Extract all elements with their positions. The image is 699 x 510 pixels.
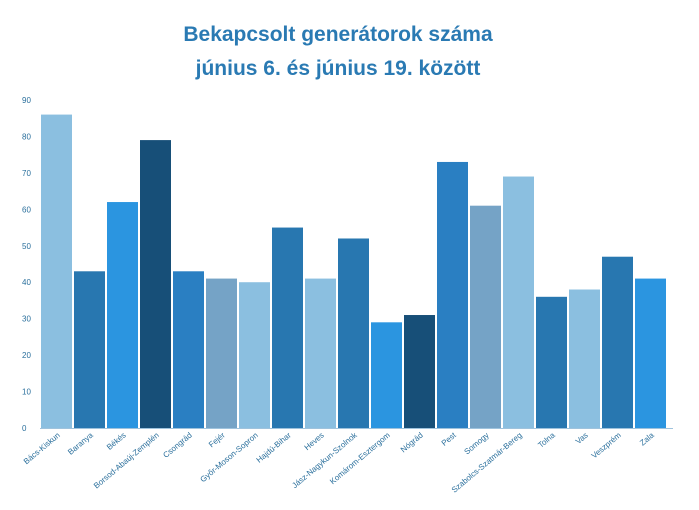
bar-b-cs-kiskun [41, 114, 72, 429]
bar-fej-r [206, 278, 237, 428]
x-tick-label: Pest [440, 430, 459, 448]
bar-somogy [470, 205, 501, 428]
x-tick-label: Veszprém [590, 430, 623, 460]
x-tick-label: Nógrád [399, 431, 425, 455]
bar-heves [305, 278, 336, 428]
bar-baranya [74, 271, 105, 428]
bar-n-gr-d [404, 315, 435, 428]
x-tick-label: Heves [303, 431, 326, 452]
x-tick-label: Győr-Moson-Sopron [198, 431, 259, 484]
bar-zala [635, 278, 666, 428]
y-tick-label: 80 [22, 132, 31, 141]
bar-pest [437, 161, 468, 428]
x-tick-label: Bács-Kiskun [22, 431, 62, 466]
x-tick-label: Vas [574, 431, 590, 446]
chart-title-line-2: június 6. és június 19. között [195, 57, 481, 80]
x-tick-label: Baranya [66, 430, 95, 456]
x-tick-label: Békés [105, 431, 128, 452]
bar-vas [569, 289, 600, 428]
y-tick-label: 90 [22, 96, 31, 105]
bar-j-sz-nagykun-szolnok [338, 238, 369, 428]
x-tick-label: Zala [638, 430, 656, 447]
bar-szabolcs-szatm-r-bereg [503, 176, 534, 428]
bar-veszpr-m [602, 256, 633, 428]
bar-kom-rom-esztergom [371, 322, 402, 428]
y-tick-label: 30 [22, 315, 31, 324]
y-tick-label: 10 [22, 388, 31, 397]
y-tick-label: 50 [22, 242, 31, 251]
x-tick-label: Somogy [463, 431, 491, 457]
y-tick-label: 40 [22, 278, 31, 287]
x-tick-label: Csongrád [161, 431, 193, 460]
bar-borsod-aba-j-zempl-n [140, 140, 171, 429]
y-tick-label: 20 [22, 351, 31, 360]
bar-b-k-s [107, 202, 138, 428]
x-tick-label: Borsod-Abaúj-Zemplén [92, 431, 161, 491]
y-tick-label: 0 [22, 424, 27, 433]
y-tick-label: 70 [22, 169, 31, 178]
bar-hajd-bihar [272, 227, 303, 428]
x-tick-label: Tolna [536, 430, 557, 450]
bar-gy-r-moson-sopron [239, 282, 270, 428]
y-tick-label: 60 [22, 205, 31, 214]
chart-title: Bekapcsolt generátorok száma június 6. é… [0, 18, 676, 86]
chart-title-line-1: Bekapcsolt generátorok száma [183, 23, 493, 46]
x-tick-label: Fejér [207, 430, 227, 449]
x-tick-label: Hajdú-Bihar [255, 430, 293, 464]
x-tick-label: Jász-Nagykun-Szolnok [290, 430, 359, 490]
x-tick-label: Komárom-Esztergom [328, 430, 392, 486]
bar-csongr-d [173, 271, 204, 428]
bar-tolna [536, 296, 567, 428]
